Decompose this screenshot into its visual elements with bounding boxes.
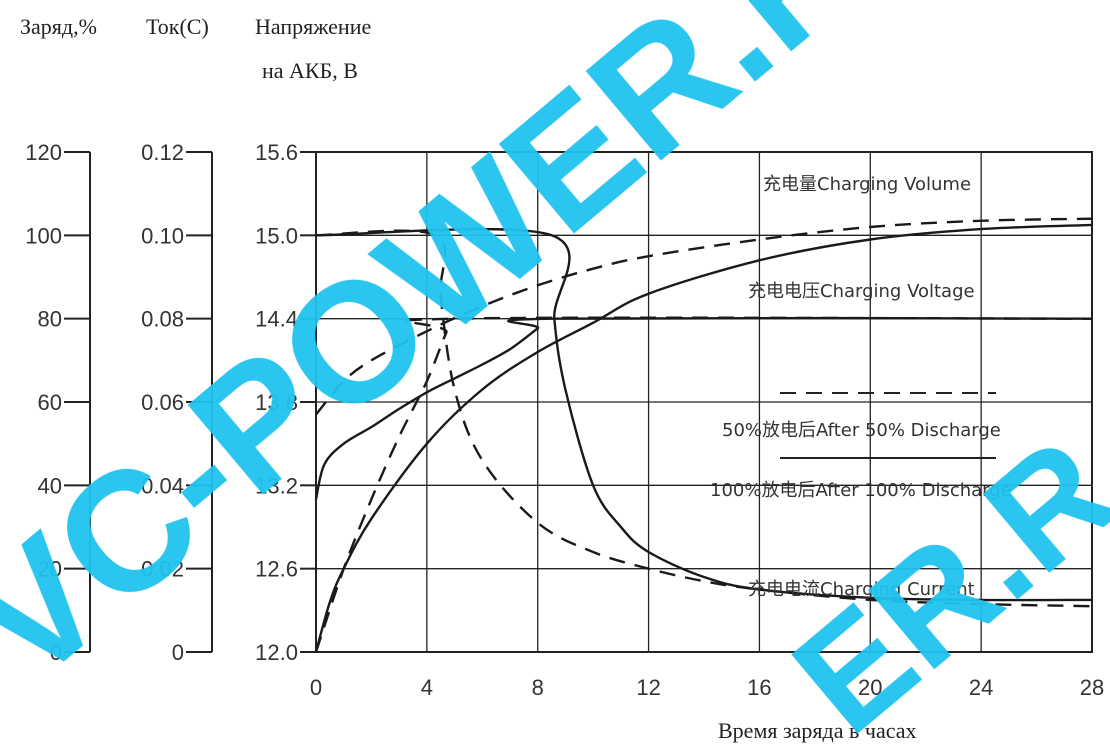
current-axis-header: Ток(С) — [146, 14, 209, 39]
x-ticks: 0 4 8 12 16 20 24 28 — [310, 675, 1104, 700]
annotations: 充电量Charging Volume 充电电压Charging Voltage … — [710, 174, 1012, 600]
watermark-text-bottom: ER.R — [763, 405, 1110, 748]
current-tick-label: 0.12 — [141, 140, 184, 165]
annotation-charging-voltage: 充电电压Charging Voltage — [748, 281, 975, 302]
x-tick-label: 0 — [310, 675, 322, 700]
charge-tick-label: 40 — [38, 473, 62, 498]
annotation-charging-current: 充电电流Charging Current — [748, 579, 975, 600]
annotation-charging-volume: 充电量Charging Volume — [763, 174, 971, 195]
series-line-current-solid — [315, 227, 1093, 602]
x-tick-label: 28 — [1080, 675, 1104, 700]
x-tick-label: 12 — [636, 675, 660, 700]
charge-tick-label: 100 — [25, 223, 62, 248]
current-tick-label: 0.02 — [141, 557, 184, 582]
series-line-voltage-solid — [314, 316, 1093, 500]
voltage-axis-header-line1: Напряжение — [255, 14, 371, 39]
x-tick-label: 20 — [858, 675, 882, 700]
voltage-tick-label: 12.0 — [255, 640, 298, 665]
watermark-text-top: VC-POWER.R — [0, 0, 900, 718]
x-axis-label: Время заряда в часах — [718, 718, 917, 743]
charge-axis-header: Заряд,% — [20, 14, 97, 39]
x-tick-label: 24 — [969, 675, 993, 700]
charge-tick-label: 80 — [38, 307, 62, 332]
series-line-charge-dashed — [315, 217, 1093, 416]
grid — [316, 152, 1092, 652]
voltage-tick-label: 15.0 — [255, 223, 298, 248]
series-line-current-dashed — [315, 229, 1093, 608]
series-line-charge-solid — [314, 223, 1093, 653]
plot-frame — [315, 151, 1093, 653]
annotation-after-50-discharge: 50%放电后After 50% Discharge — [722, 420, 1001, 441]
plot-border — [315, 151, 1093, 653]
voltage-tick-label: 13.8 — [255, 390, 298, 415]
x-tick-label: 8 — [532, 675, 544, 700]
charge-tick-label: 120 — [25, 140, 62, 165]
current-tick-label: 0.04 — [141, 473, 184, 498]
current-tick-label: 0 — [172, 640, 184, 665]
voltage-tick-label: 14.4 — [255, 307, 298, 332]
x-tick-label: 4 — [421, 675, 433, 700]
charge-tick-label: 60 — [38, 390, 62, 415]
left-axes: 0 20 40 60 80 100 120 0 0.02 0.04 0.06 0.08 0.10 0.12… — [25, 140, 316, 665]
charge-tick-label: 0 — [50, 640, 62, 665]
x-tick-label: 16 — [747, 675, 771, 700]
charge-tick-label: 20 — [38, 557, 62, 582]
voltage-tick-label: 15.6 — [255, 140, 298, 165]
series-lines — [314, 217, 1093, 653]
current-tick-label: 0.06 — [141, 390, 184, 415]
current-tick-label: 0.08 — [141, 307, 184, 332]
annotation-after-100-discharge: 100%放电后After 100% Discharge — [710, 480, 1012, 501]
voltage-tick-label: 13.2 — [255, 473, 298, 498]
current-tick-label: 0.10 — [141, 223, 184, 248]
voltage-tick-label: 12.6 — [255, 557, 298, 582]
voltage-axis-header-line2: на АКБ, В — [262, 58, 358, 83]
